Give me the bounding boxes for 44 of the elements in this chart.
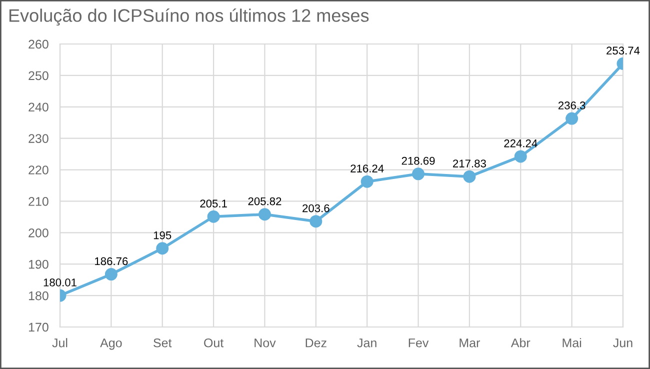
x-tick-label: Nov	[254, 338, 276, 348]
y-tick-label: 210	[28, 197, 48, 206]
point	[463, 170, 476, 183]
x-tick-label: Dez	[306, 338, 326, 348]
y-tick-label: 220	[28, 166, 48, 174]
point	[412, 168, 425, 180]
point	[156, 242, 169, 255]
y-tick-label: 240	[28, 102, 48, 112]
x-tick-label: Mai	[562, 338, 582, 348]
x-tick-label: Mar	[460, 338, 480, 348]
data-label: 205.1	[200, 200, 227, 208]
point	[514, 150, 527, 163]
data-label: 217.83	[453, 160, 486, 168]
y-tick-label: 170	[28, 322, 48, 332]
point	[360, 175, 374, 188]
data-label: 205.82	[248, 197, 282, 206]
chart-title: Evolução do ICPSuíno nos últimos 12 meses	[9, 8, 369, 26]
x-tick-label: Abr	[510, 338, 530, 348]
x-tick-label: Fev	[408, 338, 429, 348]
data-label: 203.6	[302, 204, 330, 212]
point	[566, 112, 578, 125]
data-label: 180.01	[44, 278, 76, 286]
x-tick-label: Out	[204, 338, 224, 348]
data-label: 186.76	[95, 257, 128, 266]
y-tick-label: 180	[28, 291, 48, 300]
point	[310, 215, 322, 228]
data-label: 218.69	[402, 156, 435, 165]
point	[258, 208, 271, 221]
x-tick-label: Jul	[52, 338, 68, 348]
point	[104, 268, 118, 281]
y-tick-label: 230	[28, 134, 48, 143]
data-label: 216.24	[350, 164, 384, 172]
data-label: 224.24	[504, 139, 538, 148]
data-label: 253.74	[606, 46, 640, 55]
y-tick-label: 190	[28, 260, 48, 269]
y-tick-label: 250	[28, 71, 48, 80]
y-tick-label: 200	[28, 228, 48, 238]
x-tick-label: Jan	[357, 338, 376, 348]
y-tick-label: 260	[28, 40, 48, 49]
x-tick-label: Jun	[613, 338, 632, 348]
x-tick-label: Set	[154, 338, 172, 348]
data-label: 195	[154, 231, 172, 240]
x-tick-label: Ago	[100, 338, 122, 350]
point	[207, 210, 220, 223]
